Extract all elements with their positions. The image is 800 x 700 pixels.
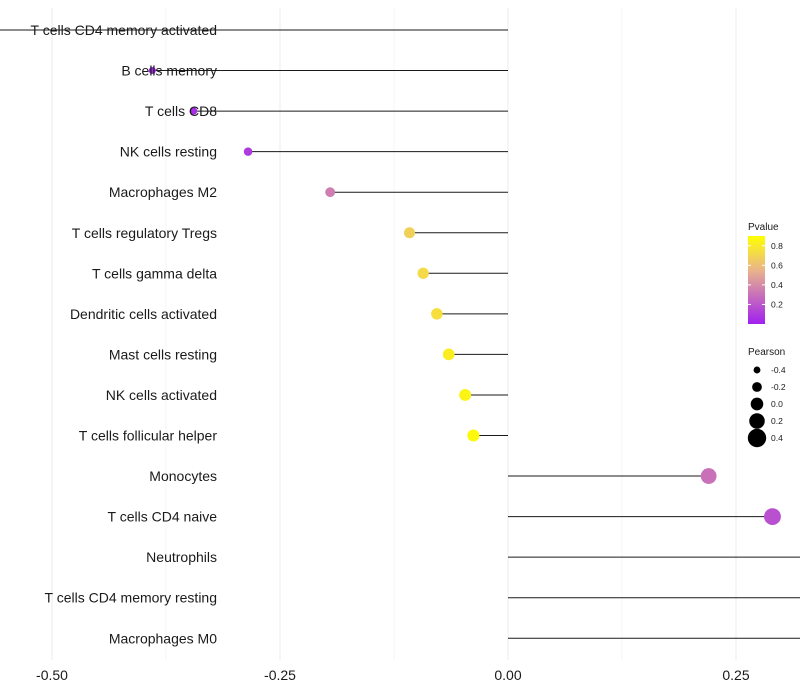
colorbar-tick-label: 0.2 xyxy=(771,299,783,309)
size-legend-label: 0.0 xyxy=(771,399,783,409)
x-tick-label: 0.25 xyxy=(722,667,749,683)
x-tick-label: 0.00 xyxy=(494,667,521,683)
x-tick-label: -0.50 xyxy=(36,667,68,683)
category-label: Monocytes xyxy=(149,468,217,484)
lollipop-stems xyxy=(0,29,800,639)
category-label: T cells CD4 naive xyxy=(108,509,218,525)
category-label: Macrophages M0 xyxy=(109,630,217,646)
category-label: T cells follicular helper xyxy=(79,428,218,444)
lollipop-point xyxy=(325,187,336,198)
lollipop-point xyxy=(148,67,156,75)
size-legend-label: 0.2 xyxy=(771,416,783,426)
category-label: T cells gamma delta xyxy=(92,265,217,281)
x-axis-ticks: -0.50 -0.25 0.00 0.25 xyxy=(36,667,750,683)
category-label: Dendritic cells activated xyxy=(70,306,217,322)
category-label: T cells regulatory Tregs xyxy=(72,225,217,241)
category-label: B cells memory xyxy=(121,63,217,79)
lollipop-points xyxy=(148,67,781,526)
legends: Pvalue Pearson 0.2 0.4 0.6 0.8 -0.4 -0.2 0.0 0.… xyxy=(747,222,786,448)
grid-lines xyxy=(51,8,737,660)
lollipop-point xyxy=(403,227,416,239)
category-labels: T cells CD4 memory activated B cells memo… xyxy=(31,22,218,646)
size-legend-title: Pearson xyxy=(748,347,785,358)
colorbar-tick-label: 0.6 xyxy=(771,260,783,270)
lollipop-point xyxy=(431,308,443,320)
category-label: NK cells activated xyxy=(106,387,217,403)
category-label: T cells CD4 memory resting xyxy=(45,590,217,606)
color-legend-title: Pvalue xyxy=(748,222,779,233)
size-legend-dot xyxy=(747,428,767,448)
category-label: Mast cells resting xyxy=(109,346,217,362)
size-legend-label: 0.4 xyxy=(771,433,783,443)
pvalue-colorbar xyxy=(748,236,765,324)
x-tick-label: -0.25 xyxy=(264,667,296,683)
lollipop-point xyxy=(467,429,480,442)
size-legend-dot xyxy=(749,413,765,429)
category-label: Neutrophils xyxy=(146,549,217,565)
size-legend-label: -0.2 xyxy=(771,382,786,392)
lollipop-point xyxy=(417,267,429,279)
size-legend-label: -0.4 xyxy=(771,365,786,375)
size-legend-dot xyxy=(752,382,762,392)
category-label: Macrophages M2 xyxy=(109,184,217,200)
lollipop-point xyxy=(764,508,781,526)
colorbar-tick-label: 0.8 xyxy=(771,241,783,251)
lollipop-point xyxy=(243,147,253,156)
lollipop-point xyxy=(189,107,198,115)
colorbar-tick-label: 0.4 xyxy=(771,280,783,290)
category-label: T cells CD4 memory activated xyxy=(31,22,217,38)
category-label: T cells CD8 xyxy=(145,103,217,119)
size-legend-dot xyxy=(753,366,761,374)
category-label: NK cells resting xyxy=(120,144,217,160)
lollipop-point xyxy=(700,468,717,484)
lollipop-point xyxy=(459,388,472,401)
size-legend-dot xyxy=(750,397,764,411)
lollipop-point xyxy=(442,348,455,361)
